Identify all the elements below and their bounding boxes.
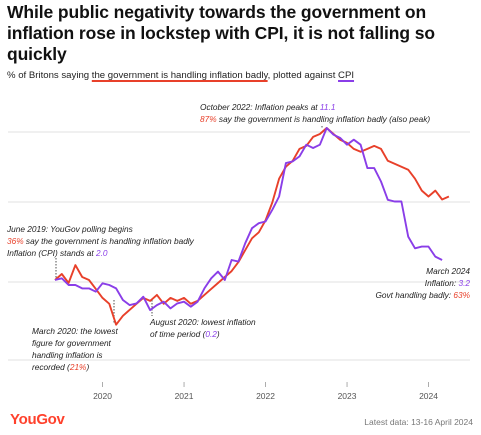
annotation-start-line3: Inflation (CPI) stands at 2.0 xyxy=(7,248,108,258)
annotation-latest-line2: Inflation: 3.2 xyxy=(425,278,471,288)
x-tick-label: 2021 xyxy=(175,391,194,401)
annotation-leaders xyxy=(55,126,323,324)
annotation-low-cpi-line1: August 2020: lowest inflation xyxy=(149,317,256,327)
annotation-low-handling-line3: handling inflation is xyxy=(32,350,103,360)
latest-data-note: Latest data: 13-16 April 2024 xyxy=(364,417,473,427)
annotation-low-handling-line4: recorded (21%) xyxy=(32,362,89,372)
subtitle-middle: , plotted against xyxy=(267,70,339,81)
x-tick-label: 2022 xyxy=(256,391,275,401)
subtitle-series-cpi: CPI xyxy=(338,70,355,81)
annotation-latest-line1: March 2024 xyxy=(426,266,470,276)
series-line-handling-badly xyxy=(54,127,450,326)
annotation-peak-line1: October 2022: Inflation peaks at 11.1 xyxy=(200,102,335,112)
annotation-peak-line2: 87% say the government is handling infla… xyxy=(200,114,430,124)
annotation-start-line2: 36% say the government is handling infla… xyxy=(7,236,195,246)
gridlines xyxy=(8,131,470,361)
x-tick-label: 2023 xyxy=(338,391,357,401)
chart-subtitle: % of Britons saying the government is ha… xyxy=(7,70,354,81)
annotation-low-handling-line1: March 2020: the lowest xyxy=(32,326,118,336)
subtitle-prefix: % of Britons saying xyxy=(7,70,92,81)
x-axis-ticks: 2020 2021 2022 2023 2024 xyxy=(93,382,438,401)
annotation-latest-line3: Govt handling badly: 63% xyxy=(375,290,470,300)
yougov-logo: YouGov xyxy=(10,411,65,428)
x-tick-label: 2024 xyxy=(419,391,438,401)
series-line-cpi xyxy=(54,127,443,312)
annotation-low-handling-line2: figure for government xyxy=(32,338,112,348)
annotation-low-cpi-line2: of time period (0.2) xyxy=(150,329,220,339)
chart-title: While public negativity towards the gove… xyxy=(7,2,435,64)
annotation-start-line1: June 2019: YouGov polling begins xyxy=(6,224,133,234)
subtitle-series-handling: the government is handling inflation bad… xyxy=(91,70,268,81)
x-tick-label: 2020 xyxy=(93,391,112,401)
